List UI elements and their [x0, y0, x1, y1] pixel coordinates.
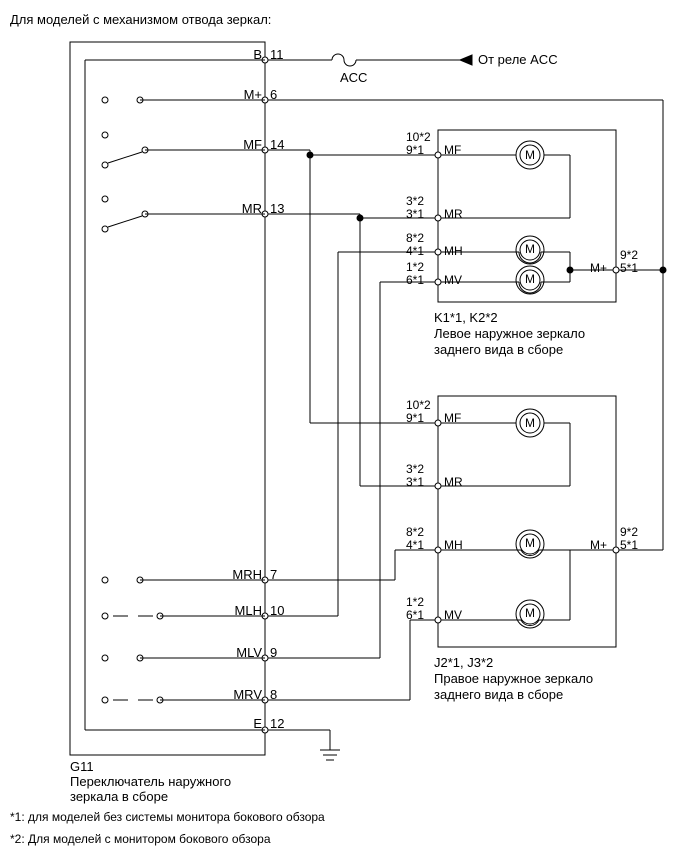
wiring-diagram: [0, 0, 691, 854]
